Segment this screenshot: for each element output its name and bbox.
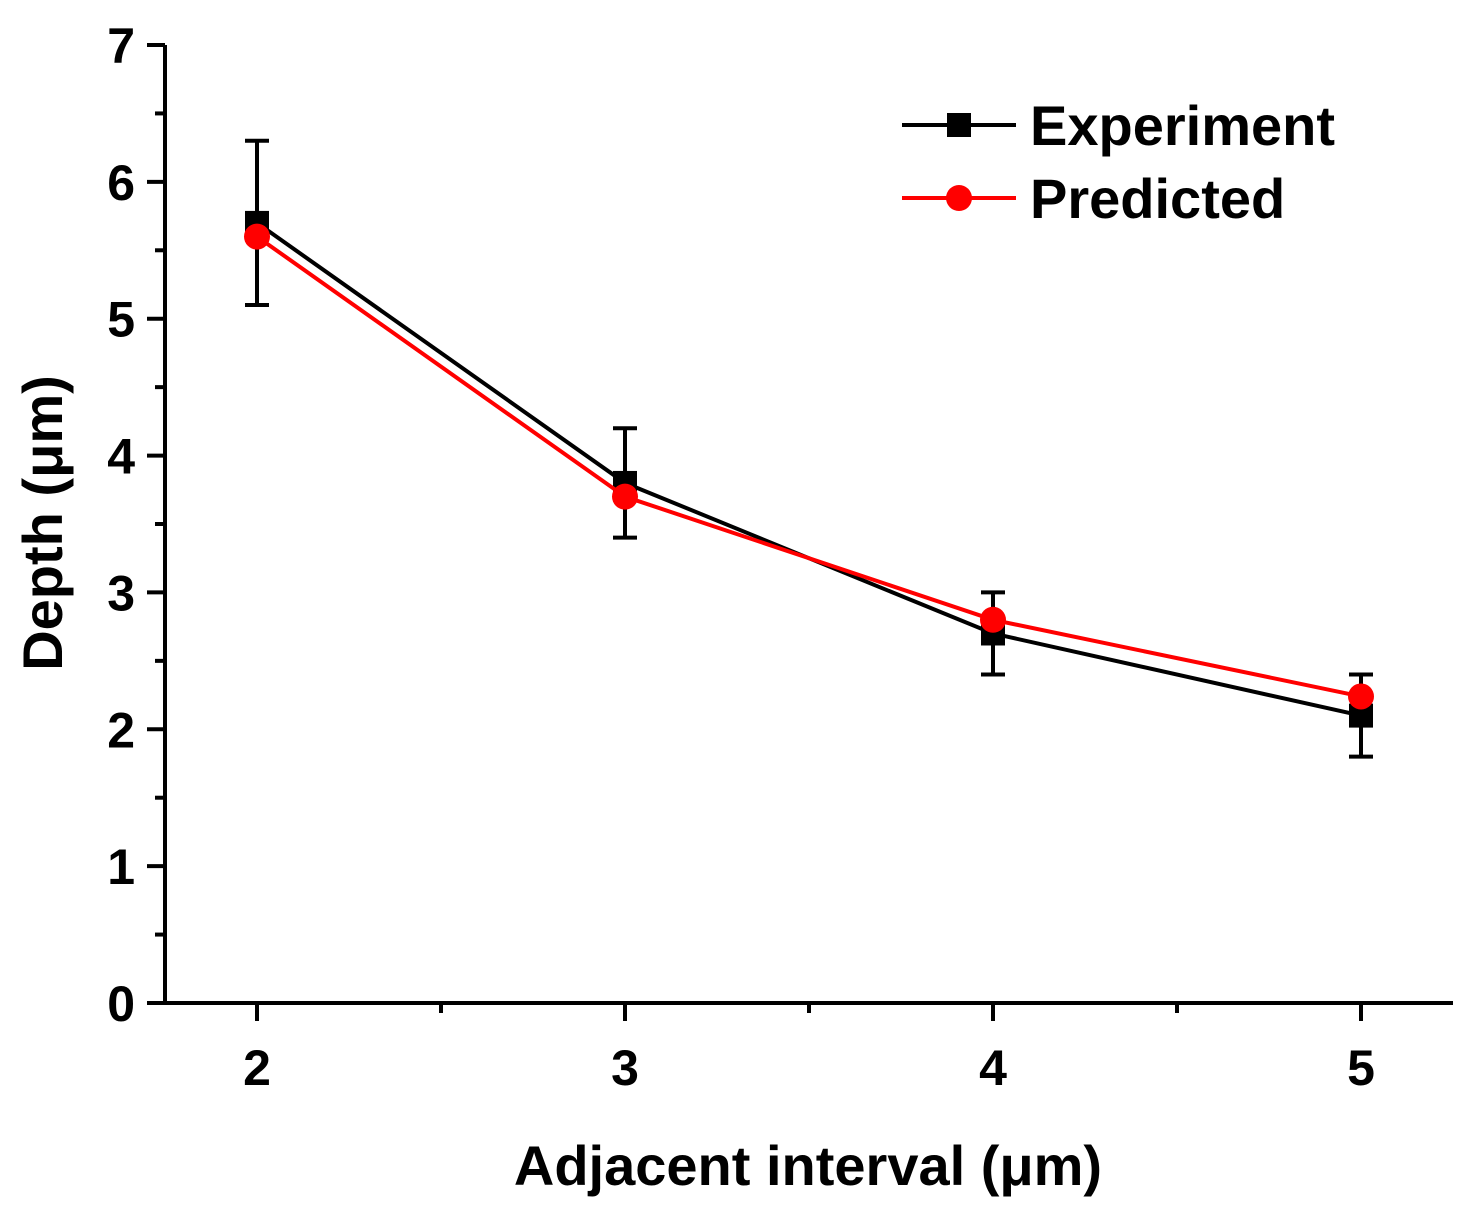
data-point: [612, 483, 638, 510]
y-tick-label: 3: [107, 565, 135, 621]
data-point: [1348, 683, 1374, 710]
x-tick-label: 4: [979, 1040, 1007, 1096]
series-line: [255, 234, 1362, 699]
legend-label: Predicted: [1030, 167, 1285, 230]
legend-item: Experiment: [902, 94, 1335, 157]
x-tick-label: 3: [611, 1040, 639, 1096]
legend-item: Predicted: [902, 167, 1285, 230]
data-point: [244, 223, 270, 250]
y-tick-label: 4: [107, 429, 135, 485]
y-tick-label: 2: [107, 702, 135, 758]
y-tick-label: 0: [107, 976, 135, 1032]
legend-marker: [946, 185, 972, 211]
y-tick-label: 7: [107, 18, 135, 74]
y-tick-label: 1: [107, 839, 135, 895]
x-tick-label: 2: [243, 1040, 271, 1096]
x-axis-title: Adjacent interval (μm): [514, 1134, 1102, 1197]
y-tick-label: 5: [107, 292, 135, 348]
legend: Experiment Predicted: [902, 94, 1335, 230]
series-predicted: [244, 223, 1374, 710]
y-axis-title: Depth (μm): [11, 375, 74, 671]
axis-ticks: 0 1 2 3 4 5 6 7 2 3 4 5: [107, 18, 1375, 1096]
y-tick-label: 6: [107, 155, 135, 211]
data-point: [980, 606, 1006, 633]
legend-marker: [947, 113, 971, 137]
legend-label: Experiment: [1030, 94, 1335, 157]
x-tick-label: 5: [1347, 1040, 1375, 1096]
series-line: [255, 221, 1362, 718]
series-layer: [244, 138, 1374, 759]
